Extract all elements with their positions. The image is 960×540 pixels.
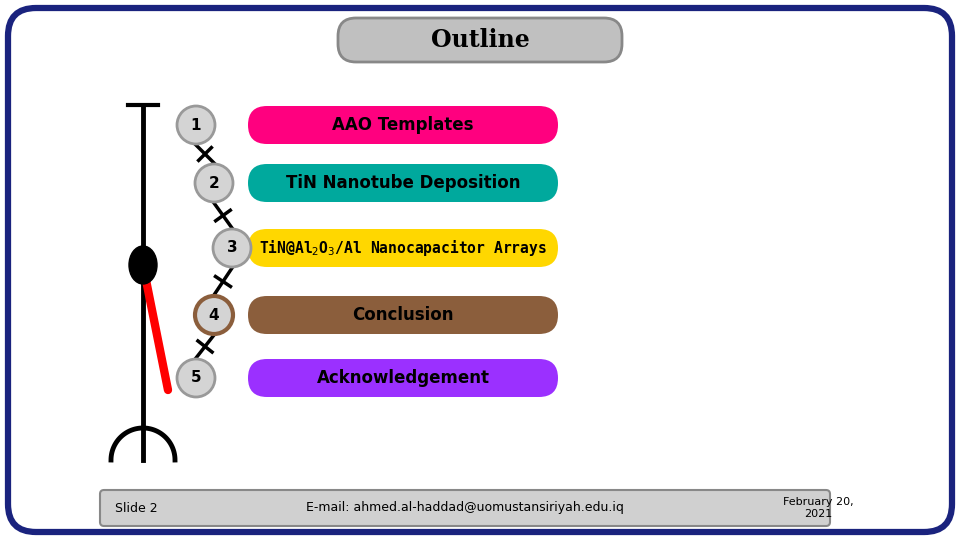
Circle shape: [177, 359, 215, 397]
FancyBboxPatch shape: [100, 490, 830, 526]
FancyBboxPatch shape: [248, 296, 558, 334]
Text: 4: 4: [208, 307, 219, 322]
Text: TiN Nanotube Deposition: TiN Nanotube Deposition: [286, 174, 520, 192]
Text: Acknowledgement: Acknowledgement: [317, 369, 490, 387]
Text: AAO Templates: AAO Templates: [332, 116, 473, 134]
Circle shape: [177, 106, 215, 144]
Text: 3: 3: [227, 240, 237, 255]
Text: Outline: Outline: [431, 28, 529, 52]
Text: 5: 5: [191, 370, 202, 386]
Text: E-mail: ahmed.al-haddad@uomustansiriyah.edu.iq: E-mail: ahmed.al-haddad@uomustansiriyah.…: [306, 502, 624, 515]
Text: 2: 2: [208, 176, 220, 191]
FancyBboxPatch shape: [248, 106, 558, 144]
Circle shape: [213, 229, 251, 267]
FancyBboxPatch shape: [248, 229, 558, 267]
FancyBboxPatch shape: [248, 164, 558, 202]
Text: Conclusion: Conclusion: [352, 306, 454, 324]
FancyBboxPatch shape: [248, 359, 558, 397]
Circle shape: [195, 296, 233, 334]
FancyBboxPatch shape: [338, 18, 622, 62]
Text: 1: 1: [191, 118, 202, 132]
Ellipse shape: [129, 246, 157, 284]
Text: Slide 2: Slide 2: [115, 502, 157, 515]
Text: February 20,
2021: February 20, 2021: [782, 497, 853, 519]
Text: TiN@Al$_2$O$_3$/Al Nanocapacitor Arrays: TiN@Al$_2$O$_3$/Al Nanocapacitor Arrays: [259, 238, 547, 258]
Circle shape: [195, 164, 233, 202]
